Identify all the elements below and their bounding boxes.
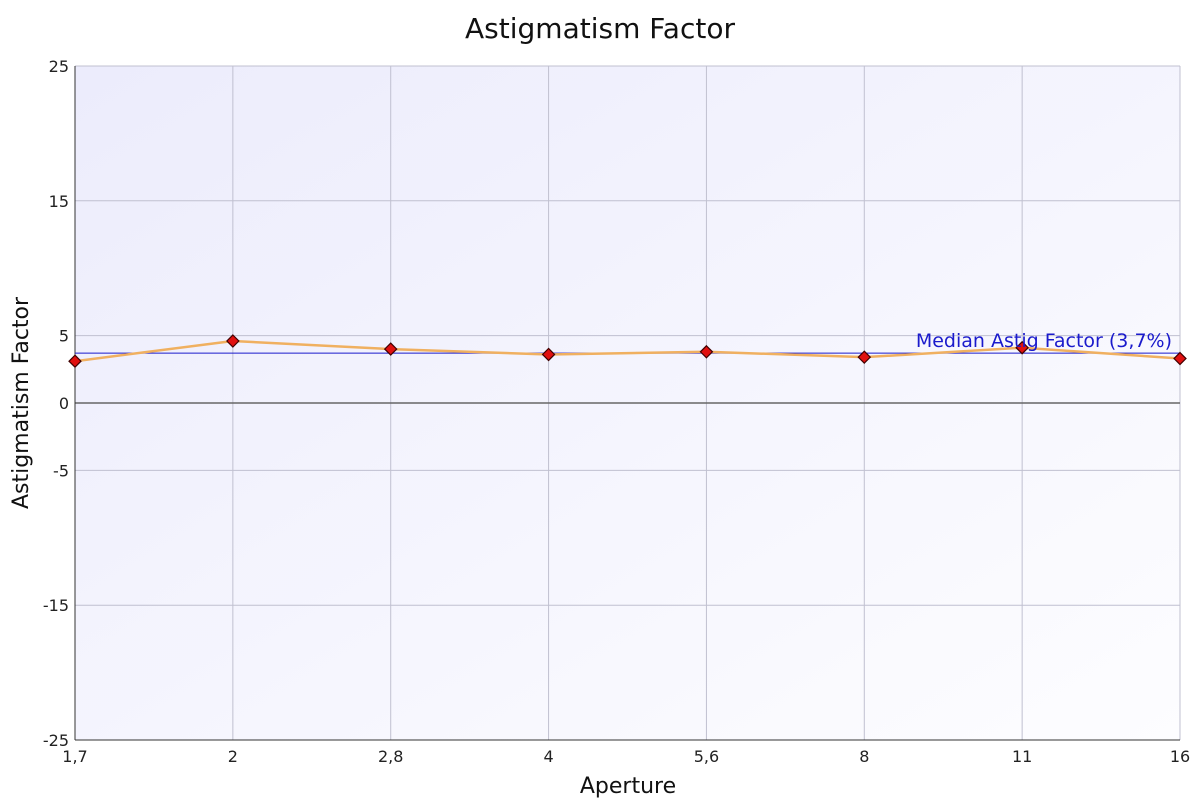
x-tick-label: 16 bbox=[1170, 747, 1190, 766]
y-tick-label: -15 bbox=[43, 596, 69, 615]
x-tick-label: 11 bbox=[1012, 747, 1032, 766]
data-point-marker bbox=[1015, 340, 1029, 355]
tick-labels: 1,7 2 2,8 4 5,6 8 11 16 -25 -15 -5 0 5 15 25 bbox=[43, 57, 1190, 766]
x-tick-label: 4 bbox=[543, 747, 553, 766]
median-annotation: Median Astig Factor (3,7%) bbox=[916, 330, 1172, 352]
x-axis-title: Aperture bbox=[580, 774, 676, 799]
data-point-marker bbox=[1173, 351, 1187, 366]
y-tick-label: 25 bbox=[49, 57, 69, 76]
y-tick-label: 15 bbox=[49, 192, 69, 211]
x-tick-label: 2 bbox=[228, 747, 238, 766]
y-tick-label: -25 bbox=[43, 731, 69, 750]
y-tick-label: -5 bbox=[53, 461, 69, 480]
grid bbox=[74, 65, 1181, 741]
x-tick-label: 8 bbox=[859, 747, 869, 766]
y-tick-label: 5 bbox=[59, 327, 69, 346]
y-tick-label: 0 bbox=[59, 394, 69, 413]
data-point-marker bbox=[857, 350, 872, 365]
data-point-marker bbox=[226, 334, 240, 348]
x-tick-label: 5,6 bbox=[694, 747, 719, 766]
x-tick-label: 2,8 bbox=[378, 747, 403, 766]
data-point-marker bbox=[541, 347, 556, 362]
data-point-marker bbox=[383, 342, 398, 356]
series-layer bbox=[68, 334, 1187, 369]
chart-title: Astigmatism Factor bbox=[465, 12, 735, 45]
y-axis-title: Astigmatism Factor bbox=[9, 296, 34, 509]
data-point-marker bbox=[68, 354, 82, 369]
x-tick-label: 1,7 bbox=[62, 747, 87, 766]
data-point-marker bbox=[699, 344, 714, 359]
series-line bbox=[74, 339, 1181, 363]
